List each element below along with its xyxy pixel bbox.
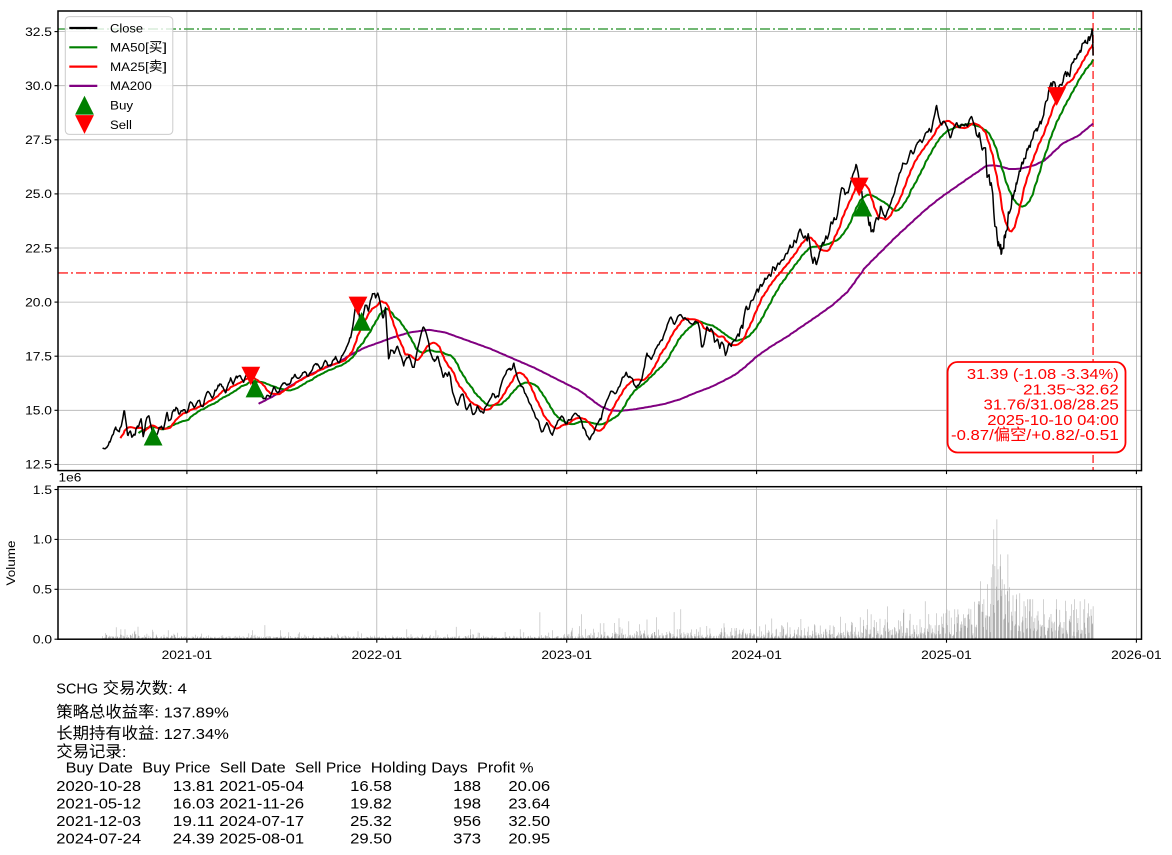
svg-text:31.76/31.08/28.25: 31.76/31.08/28.25 — [984, 398, 1119, 414]
svg-text:2020-10-28: 2020-10-28 — [56, 779, 141, 795]
svg-text:]: ] — [162, 60, 167, 74]
svg-text:Days: Days — [431, 760, 467, 776]
svg-text:1.5: 1.5 — [33, 483, 53, 497]
svg-text:20.95: 20.95 — [508, 831, 550, 847]
svg-text:Sell: Sell — [110, 118, 132, 132]
svg-text:22.5: 22.5 — [25, 241, 52, 255]
svg-text:2021-05-12: 2021-05-12 — [56, 797, 141, 813]
svg-text:25.32: 25.32 — [350, 814, 392, 830]
svg-text:2021-05-04: 2021-05-04 — [219, 779, 304, 795]
svg-text:Buy: Buy — [66, 760, 95, 776]
svg-text:23.64: 23.64 — [508, 797, 550, 813]
svg-text:2022-01: 2022-01 — [352, 648, 403, 662]
svg-text:Sell: Sell — [220, 760, 246, 776]
svg-text:2024-07-24: 2024-07-24 — [56, 831, 141, 847]
svg-text:SCHG: SCHG — [56, 682, 98, 698]
svg-text:12.5: 12.5 — [25, 458, 52, 472]
svg-text:19.82: 19.82 — [350, 797, 392, 813]
svg-text:1.0: 1.0 — [33, 533, 53, 547]
svg-text:32.5: 32.5 — [25, 25, 52, 39]
svg-text:Price: Price — [175, 760, 211, 776]
svg-text:15.0: 15.0 — [25, 404, 52, 418]
svg-text:Buy: Buy — [142, 760, 171, 776]
svg-text:2025-01: 2025-01 — [921, 648, 972, 662]
svg-text:2025-10-10 04:00: 2025-10-10 04:00 — [987, 413, 1119, 429]
svg-text:198: 198 — [453, 797, 481, 813]
svg-text:2021-11-26: 2021-11-26 — [219, 797, 304, 813]
svg-text:13.81: 13.81 — [173, 779, 215, 795]
svg-text:32.50: 32.50 — [508, 814, 550, 830]
svg-text:Price: Price — [326, 760, 362, 776]
svg-text:17.5: 17.5 — [25, 350, 52, 364]
svg-text:188: 188 — [453, 779, 481, 795]
svg-text:2021-12-03: 2021-12-03 — [56, 814, 141, 830]
svg-text:%: % — [520, 760, 534, 776]
svg-text:2021-01: 2021-01 — [162, 648, 213, 662]
svg-text:30.0: 30.0 — [25, 79, 52, 93]
svg-text:MA50[: MA50[ — [110, 41, 150, 55]
svg-text:2024-07-17: 2024-07-17 — [219, 814, 304, 830]
svg-text:Date: Date — [251, 760, 286, 776]
svg-text:Date: Date — [98, 760, 133, 776]
svg-text:Volume: Volume — [4, 540, 18, 585]
svg-text:MA200: MA200 — [110, 79, 152, 93]
svg-text:1e6: 1e6 — [59, 471, 82, 485]
svg-text:Sell: Sell — [295, 760, 321, 776]
svg-text:0.5: 0.5 — [33, 583, 53, 597]
svg-text:: 127.34%: : 127.34% — [154, 727, 229, 743]
svg-text:27.5: 27.5 — [25, 133, 52, 147]
svg-text:24.39: 24.39 — [173, 831, 215, 847]
svg-text:-0.87/: -0.87/ — [951, 428, 995, 444]
svg-text:0.0: 0.0 — [33, 633, 53, 647]
svg-text::: : — [122, 745, 127, 761]
svg-text:373: 373 — [453, 831, 481, 847]
svg-text:21.35~32.62: 21.35~32.62 — [1023, 382, 1119, 398]
svg-text:Close: Close — [110, 21, 143, 35]
svg-text:29.50: 29.50 — [350, 831, 392, 847]
svg-text:31.39 (-1.08 -3.34%): 31.39 (-1.08 -3.34%) — [967, 367, 1119, 383]
svg-text:20.0: 20.0 — [25, 295, 52, 309]
svg-text:: 4: : 4 — [168, 682, 187, 698]
svg-text:: 137.89%: : 137.89% — [154, 706, 229, 722]
svg-text:Holding: Holding — [371, 760, 427, 776]
svg-text:956: 956 — [453, 814, 481, 830]
svg-text:2025-08-01: 2025-08-01 — [219, 831, 304, 847]
svg-text:2024-01: 2024-01 — [731, 648, 782, 662]
svg-text:]: ] — [162, 41, 167, 55]
svg-text:20.06: 20.06 — [508, 779, 550, 795]
svg-text:MA25[: MA25[ — [110, 60, 150, 74]
svg-text:2023-01: 2023-01 — [541, 648, 592, 662]
svg-text:Profit: Profit — [477, 760, 515, 776]
svg-text:16.03: 16.03 — [173, 797, 215, 813]
svg-text:19.11: 19.11 — [173, 814, 215, 830]
svg-text:/+0.82/-0.51: /+0.82/-0.51 — [1026, 428, 1118, 444]
svg-text:Buy: Buy — [110, 99, 134, 113]
svg-text:16.58: 16.58 — [350, 779, 392, 795]
svg-text:25.0: 25.0 — [25, 187, 52, 201]
svg-text:2026-01: 2026-01 — [1111, 648, 1162, 662]
